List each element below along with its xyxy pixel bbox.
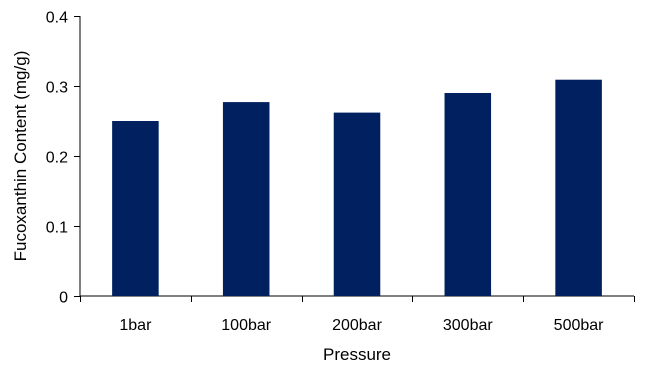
bar: [222, 102, 270, 296]
bar: [444, 93, 492, 296]
y-ticks: 0 0.1 0.2 0.3 0.4: [46, 10, 80, 307]
x-axis-group: 1bar 100bar 200bar 300bar 500bar: [80, 295, 635, 334]
y-tick-label: 0.3: [46, 80, 68, 97]
x-tick-label: 200bar: [332, 317, 382, 334]
y-tick-label: 0: [59, 290, 68, 307]
y-axis-group: 0 0.1 0.2 0.3 0.4: [46, 10, 81, 307]
bar: [112, 121, 159, 296]
x-ticks: 1bar 100bar 200bar 300bar 500bar: [80, 296, 635, 334]
y-tick-label: 0.1: [46, 220, 68, 237]
y-tick-label: 0.2: [46, 150, 68, 167]
y-tick-label: 0.4: [46, 10, 68, 27]
x-tick-label: 300bar: [443, 317, 493, 334]
bars-group: [112, 79, 602, 296]
x-tick-label: 500bar: [554, 317, 604, 334]
bar: [555, 79, 602, 296]
x-tick-label: 1bar: [119, 317, 152, 334]
x-tick-label: 100bar: [221, 317, 271, 334]
y-axis-title: Fucoxanthin Content (mg/g): [11, 51, 30, 262]
bar: [333, 112, 381, 296]
x-axis-title: Pressure: [323, 345, 391, 364]
